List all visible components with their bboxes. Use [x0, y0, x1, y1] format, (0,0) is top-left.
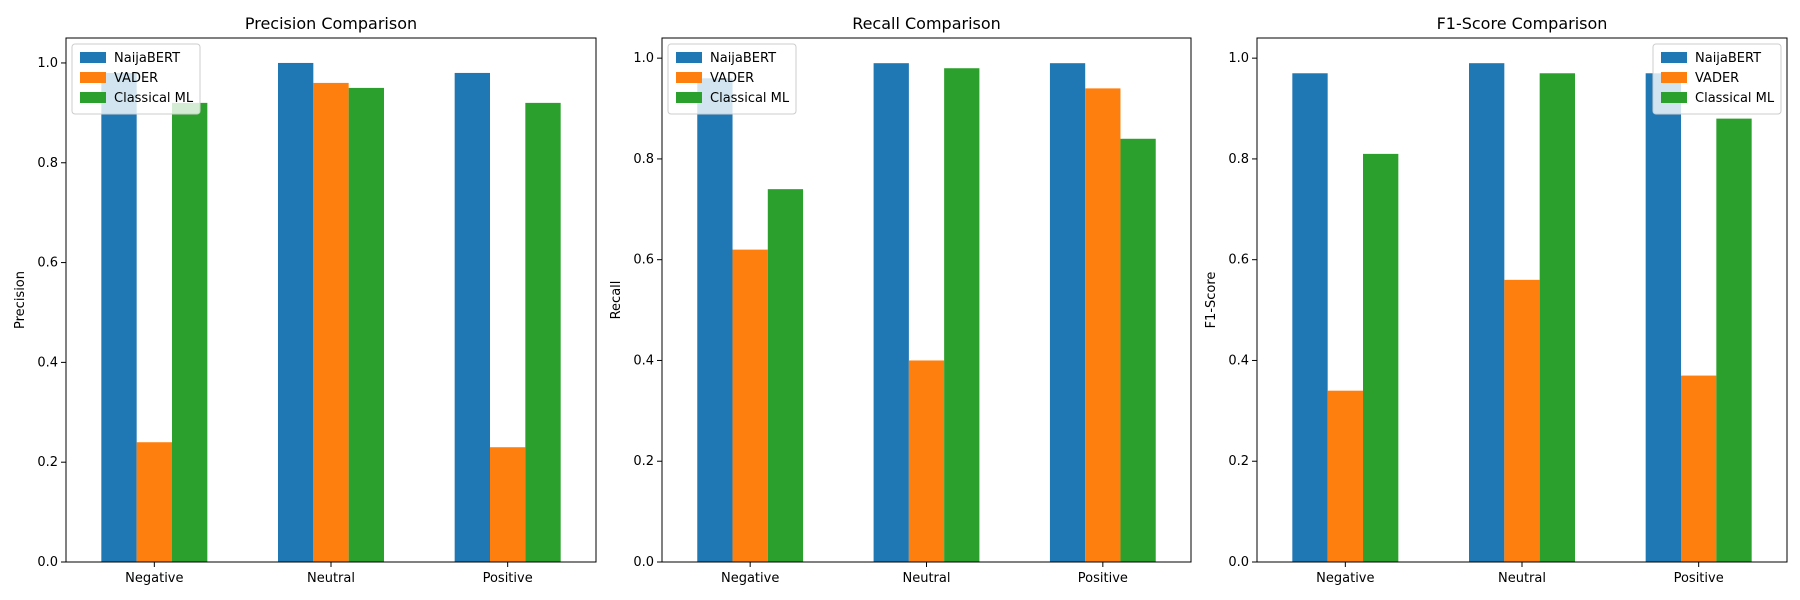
legend-swatch-naijabert — [80, 52, 106, 63]
bar-vader-neutral — [313, 82, 349, 563]
legend-swatch-vader — [676, 72, 702, 83]
y-tick-label: 0.2 — [1228, 454, 1249, 469]
x-tick-label: Neutral — [1498, 571, 1546, 586]
legend-label: VADER — [710, 71, 754, 86]
legend-label: Classical ML — [1695, 91, 1775, 106]
bar-classical-ml-neutral — [348, 87, 384, 563]
chart-panel-0: 0.0 0.2 0.4 0.6 0.8 1.0 Negative Neutral Positiv… — [13, 14, 597, 586]
legend-label: NaijaBERT — [1695, 51, 1761, 66]
y-tick-label: 0.6 — [633, 253, 654, 268]
bar-vader-neutral — [908, 360, 945, 562]
bar-classical-ml-positive — [1716, 118, 1752, 562]
bar-naijabert-negative — [101, 72, 137, 562]
y-tick-label: 0.6 — [1228, 253, 1249, 268]
legend-swatch-classical-ml — [1661, 92, 1687, 103]
legend-swatch-naijabert — [1661, 52, 1687, 63]
x-tick-label: Positive — [1078, 571, 1128, 586]
y-tick-label: 0.0 — [37, 555, 58, 570]
legend-label: Classical ML — [710, 91, 790, 106]
bar-naijabert-neutral — [873, 63, 909, 562]
chart-title: Recall Comparison — [852, 14, 1001, 33]
bar-vader-negative — [732, 249, 768, 562]
x-tick-label: Negative — [721, 571, 779, 586]
bar-classical-ml-positive — [1120, 138, 1156, 562]
x-tick-label: Neutral — [903, 571, 951, 586]
y-tick-label: 0.2 — [633, 454, 654, 469]
legend: NaijaBERT VADER Classical ML — [667, 43, 797, 115]
legend-label: NaijaBERT — [114, 51, 180, 66]
chart-title: Precision Comparison — [245, 14, 417, 33]
legend-swatch-classical-ml — [676, 92, 702, 103]
legend-swatch-classical-ml — [80, 92, 106, 103]
y-axis-label: Recall — [609, 281, 624, 320]
y-tick-label: 0.0 — [633, 555, 654, 570]
x-tick-label: Neutral — [307, 571, 355, 586]
y-axis-label: F1-Score — [1204, 272, 1219, 329]
bar-vader-negative — [136, 442, 172, 562]
legend: NaijaBERT VADER Classical ML — [71, 43, 201, 115]
y-axis-label: Precision — [13, 271, 28, 329]
bar-classical-ml-negative — [767, 189, 804, 562]
bar-classical-ml-positive — [525, 102, 561, 562]
bar-classical-ml-negative — [1363, 153, 1399, 562]
legend-swatch-vader — [1661, 72, 1687, 83]
y-tick-label: 0.8 — [37, 156, 58, 171]
bar-naijabert-positive — [1049, 63, 1086, 562]
y-tick-label: 0.2 — [37, 455, 58, 470]
y-tick-label: 0.0 — [1228, 555, 1249, 570]
bar-vader-positive — [1085, 88, 1121, 562]
chart-title: F1-Score Comparison — [1437, 14, 1608, 33]
bar-naijabert-positive — [454, 72, 490, 562]
x-tick-label: Positive — [1674, 571, 1724, 586]
y-tick-label: 0.4 — [1228, 353, 1249, 368]
bar-naijabert-neutral — [278, 62, 314, 562]
legend-label: NaijaBERT — [710, 51, 776, 66]
legend-swatch-vader — [80, 72, 106, 83]
bar-vader-neutral — [1504, 279, 1540, 562]
y-tick-label: 0.4 — [37, 355, 58, 370]
bar-naijabert-neutral — [1469, 63, 1505, 562]
bar-vader-positive — [490, 447, 526, 562]
bar-vader-negative — [1327, 390, 1363, 562]
x-tick-label: Positive — [483, 571, 533, 586]
bar-classical-ml-neutral — [944, 68, 980, 562]
chart-panel-2: 0.0 0.2 0.4 0.6 0.8 1.0 Negative Neutral Positiv… — [1204, 14, 1788, 586]
y-tick-label: 0.6 — [37, 256, 58, 271]
legend-label: VADER — [1695, 71, 1739, 86]
y-tick-label: 1.0 — [1228, 51, 1249, 66]
chart-panel-1: 0.0 0.2 0.4 0.6 0.8 1.0 Negative Neutral Positiv… — [609, 14, 1192, 586]
legend-swatch-naijabert — [676, 52, 702, 63]
bar-naijabert-positive — [1645, 73, 1681, 563]
bar-classical-ml-negative — [172, 102, 208, 562]
y-tick-label: 0.8 — [1228, 152, 1249, 167]
bar-vader-positive — [1681, 375, 1717, 562]
legend: NaijaBERT VADER Classical ML — [1652, 43, 1782, 115]
y-tick-label: 1.0 — [633, 51, 654, 66]
bar-classical-ml-neutral — [1539, 73, 1575, 563]
x-tick-label: Negative — [1316, 571, 1374, 586]
x-tick-label: Negative — [125, 571, 183, 586]
y-tick-label: 1.0 — [37, 56, 58, 71]
legend-label: Classical ML — [114, 91, 194, 106]
bar-naijabert-negative — [697, 78, 733, 563]
legend-label: VADER — [114, 71, 158, 86]
y-tick-label: 0.8 — [633, 152, 654, 167]
y-tick-label: 0.4 — [633, 353, 654, 368]
bar-naijabert-negative — [1292, 73, 1328, 563]
